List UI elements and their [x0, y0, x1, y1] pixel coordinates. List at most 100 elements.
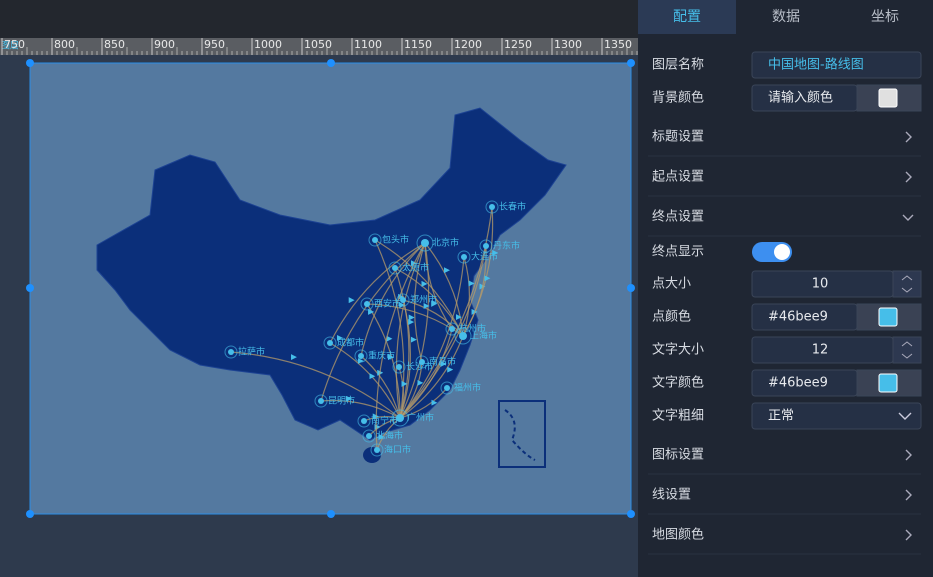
city-label: 南宁市 [371, 415, 398, 427]
spinner[interactable] [892, 270, 922, 298]
city-dot [461, 254, 467, 260]
city-ring [479, 239, 493, 253]
row-label: 文字颜色 [652, 375, 704, 391]
color-value: #46bee9 [768, 310, 828, 325]
spinner[interactable] [892, 336, 922, 364]
route-line [399, 206, 493, 419]
city-label: 福州市 [454, 382, 481, 394]
row-label: 图层名称 [652, 57, 704, 73]
resize-handle[interactable] [26, 510, 34, 518]
route-line [413, 242, 426, 363]
color-value: #46bee9 [768, 376, 828, 391]
city-dot [228, 349, 234, 355]
city-ring [368, 233, 382, 247]
resize-handle[interactable] [627, 59, 635, 67]
color-swatch [878, 88, 898, 108]
chevron[interactable] [905, 529, 912, 541]
route-line [399, 299, 411, 419]
city-label: 南昌市 [429, 356, 456, 368]
tab[interactable]: 数据 [772, 9, 800, 25]
row-label: 文字大小 [652, 343, 704, 358]
resize-handle[interactable] [26, 59, 34, 67]
city-label: 大连市 [471, 251, 498, 263]
city-ring [391, 409, 409, 427]
row-label: 终点设置 [652, 209, 704, 225]
city-label: 海口市 [384, 444, 411, 456]
select-box[interactable] [751, 402, 922, 430]
city-label: 北海市 [376, 430, 403, 442]
city-ring [354, 349, 368, 363]
resize-handle[interactable] [26, 284, 34, 292]
city-dot [358, 353, 364, 359]
color-input-value: 请输入颜色 [768, 90, 833, 106]
route-line [462, 245, 487, 337]
resize-handle[interactable] [627, 284, 635, 292]
city-ring [415, 355, 429, 369]
color-swatch [878, 307, 898, 327]
color-swatch [878, 373, 898, 393]
inset-line [504, 409, 536, 461]
route-line [374, 239, 405, 419]
city-ring [357, 414, 371, 428]
route-line [399, 387, 448, 419]
ruler [0, 38, 638, 55]
city-label: 西安市 [374, 298, 401, 310]
city-dot [372, 237, 378, 243]
number-value: 12 [812, 343, 829, 358]
chevron[interactable] [902, 214, 914, 221]
city-label: 重庆市 [368, 350, 395, 362]
city-ring [485, 200, 499, 214]
ruler-label: 1100 [354, 38, 382, 51]
resize-handle[interactable] [327, 59, 335, 67]
city-dot [364, 301, 370, 307]
select-value: 正常 [768, 409, 794, 424]
input-box[interactable] [751, 51, 922, 79]
route-line [398, 366, 404, 419]
resize-handle[interactable] [327, 510, 335, 518]
city-label: 太原市 [402, 262, 429, 274]
ruler-label: 1050 [304, 38, 332, 51]
row-label: 点颜色 [652, 309, 691, 325]
route-line [399, 335, 464, 419]
city-ring [323, 336, 337, 350]
route-line [394, 267, 410, 419]
china-map [96, 107, 567, 468]
chevron[interactable] [905, 131, 912, 143]
toggle-knob [774, 244, 790, 260]
city-ring [224, 345, 238, 359]
ruler-label: 1300 [554, 38, 582, 51]
city-label: 昆明市 [328, 395, 355, 407]
city-ring [370, 443, 384, 457]
city-dot [396, 414, 404, 422]
ruler-label: 850 [104, 38, 125, 51]
route-line [360, 355, 401, 419]
chevron[interactable] [905, 449, 912, 461]
route-line [399, 361, 423, 419]
route-line [402, 299, 464, 337]
city-label: 郑州市 [410, 294, 437, 306]
city-dot [421, 239, 429, 247]
city-label: 长春市 [499, 201, 526, 213]
chevron[interactable] [905, 489, 912, 501]
tab[interactable]: 坐标 [871, 9, 899, 25]
route-line [320, 242, 426, 402]
city-dot [392, 265, 398, 271]
city-ring [392, 360, 406, 374]
row-label: 标题设置 [652, 130, 704, 145]
ruler-corner: 图层 [1, 41, 19, 52]
select-arrow [898, 412, 912, 420]
route-line [329, 242, 426, 344]
chevron[interactable] [905, 171, 912, 183]
city-label: 丹东市 [493, 240, 520, 252]
row-label: 线设置 [652, 488, 691, 503]
route-line [424, 242, 453, 330]
city-dot [361, 418, 367, 424]
ruler-label: 1200 [454, 38, 482, 51]
city-ring [457, 250, 471, 264]
tab[interactable]: 配置 [673, 9, 701, 25]
city-label: 成都市 [337, 337, 364, 349]
city-dot [419, 359, 425, 365]
city-ring [454, 327, 472, 345]
resize-handle[interactable] [627, 510, 635, 518]
